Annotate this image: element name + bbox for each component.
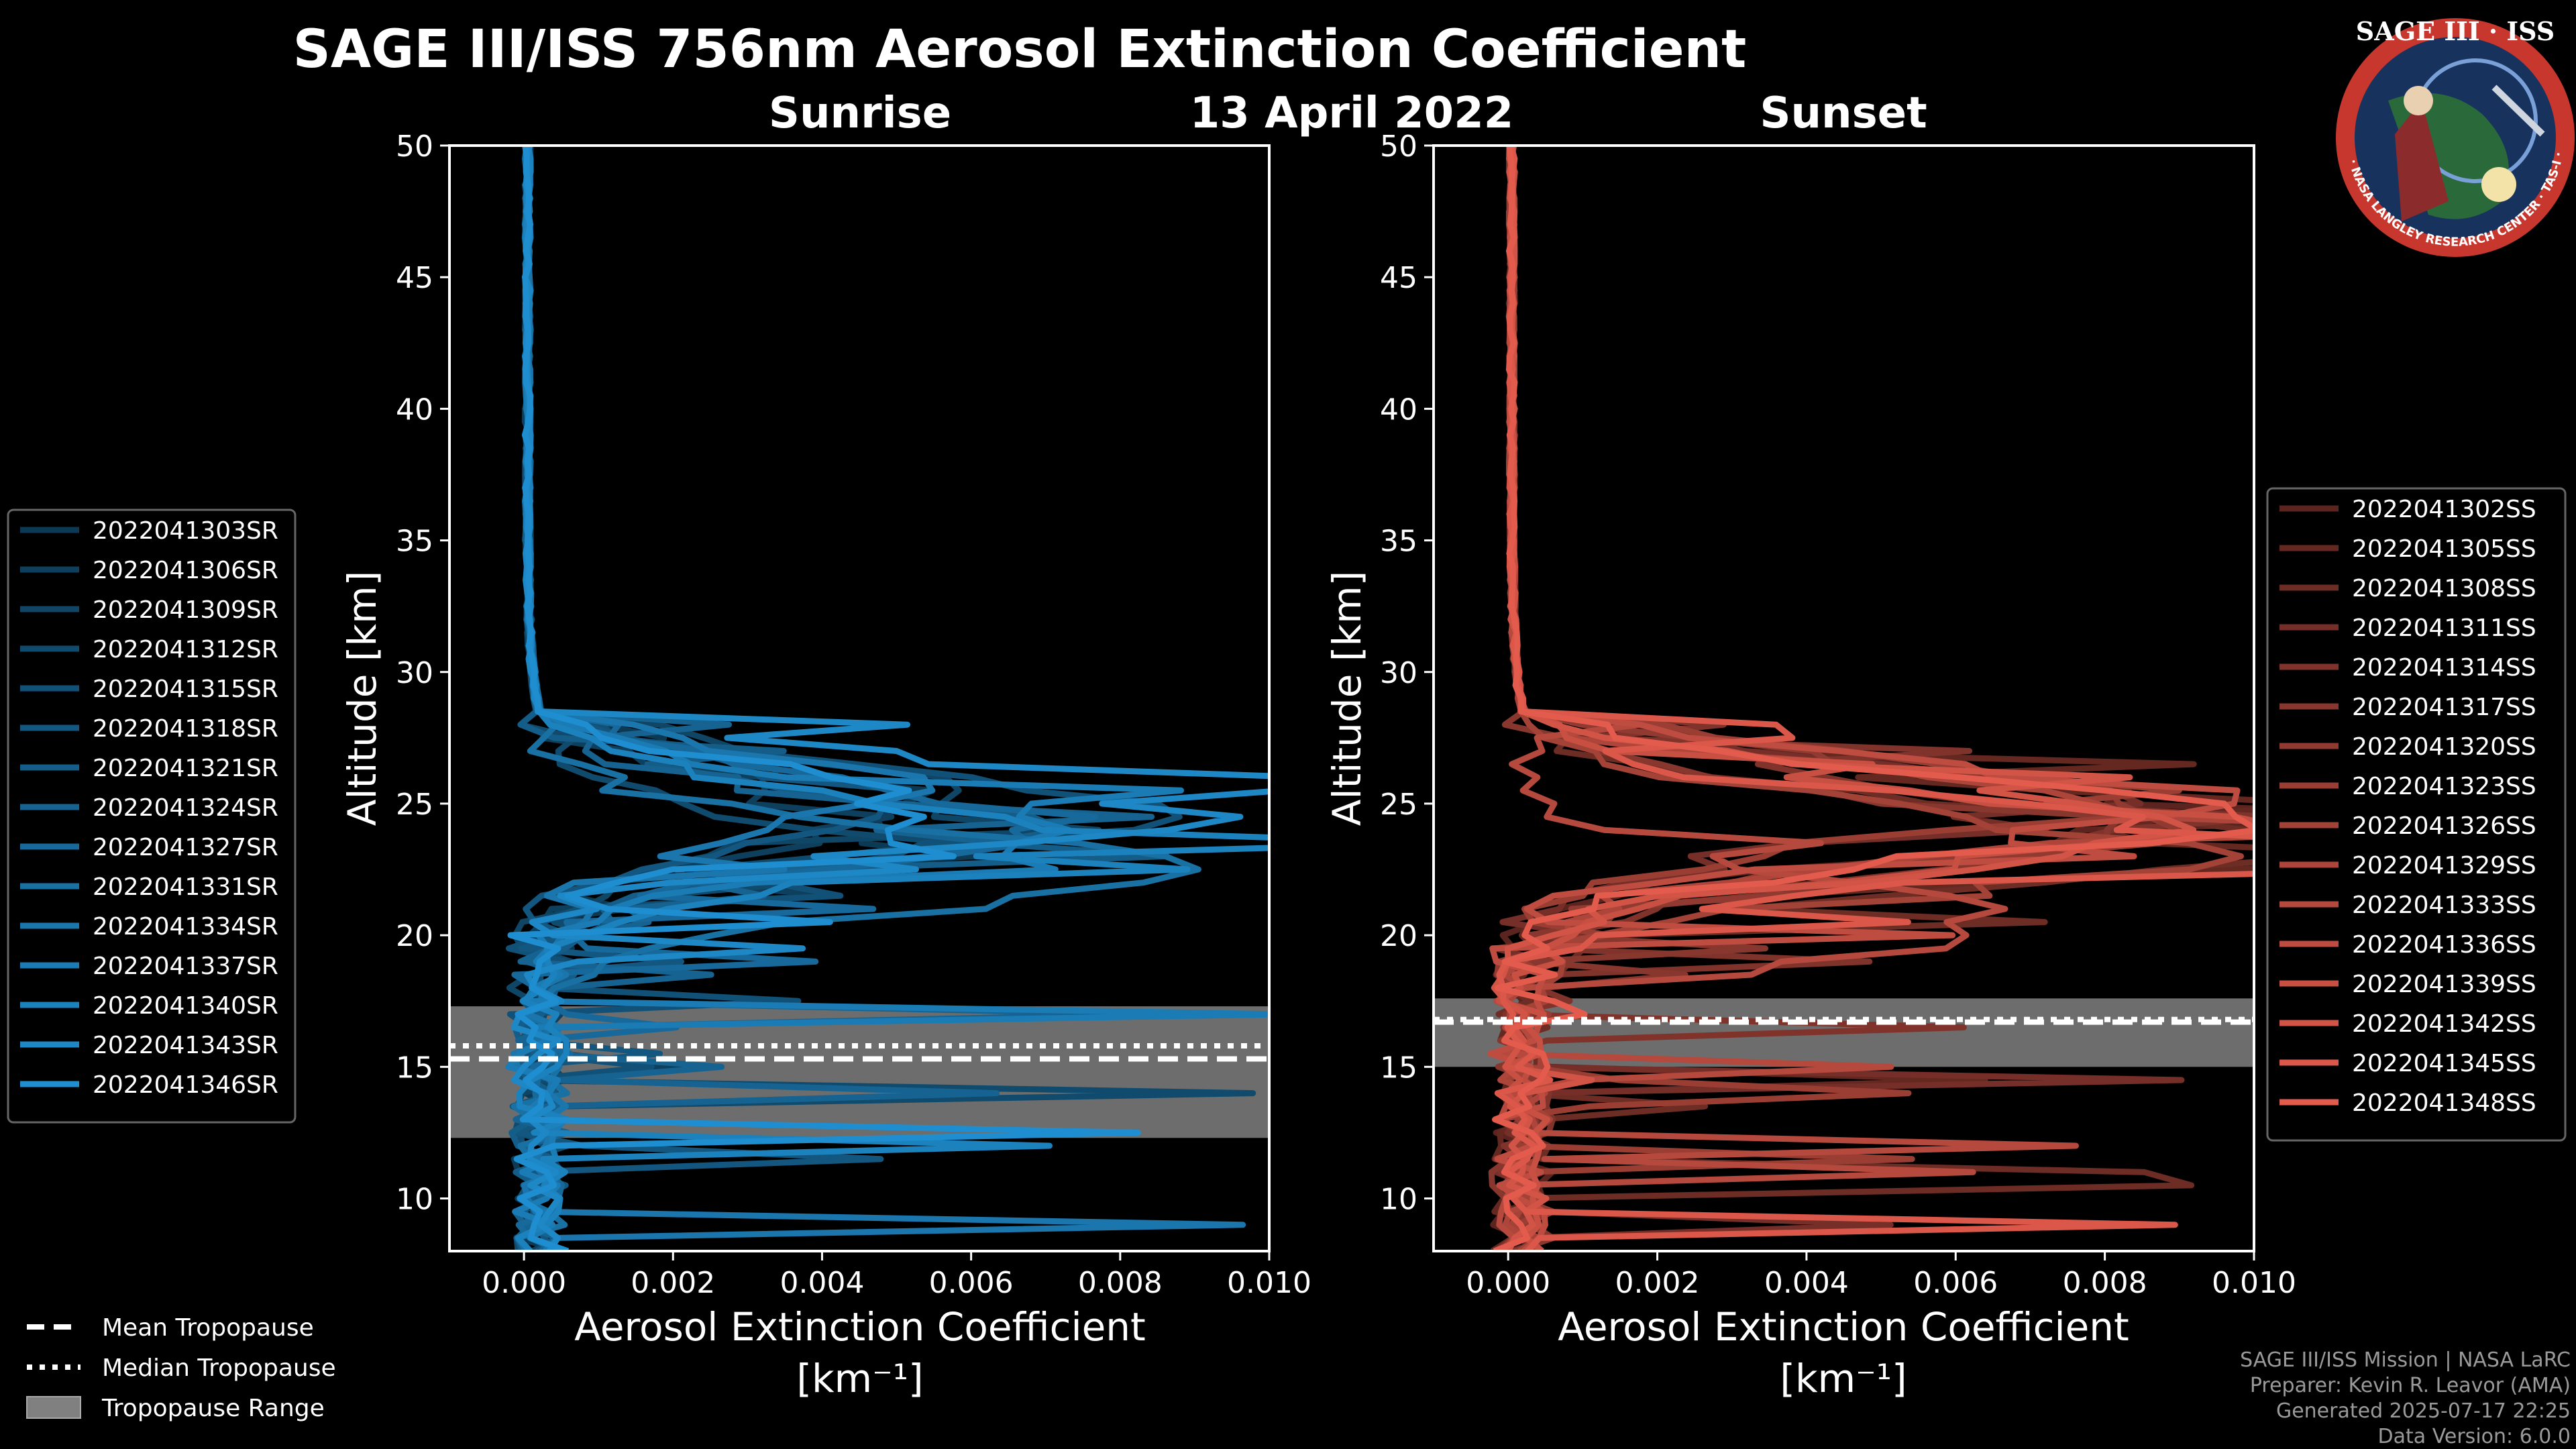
- sunset-axes-frame: [1432, 144, 2255, 1252]
- sunrise-legend-label-2022041343SR: 2022041343SR: [93, 1032, 278, 1059]
- sunrise-xtick-label: 0.000: [482, 1266, 566, 1300]
- sunrise-legend-label-2022041331SR: 2022041331SR: [93, 873, 278, 901]
- sunset-legend-label-2022041329SS: 2022041329SS: [2352, 852, 2536, 879]
- sunset-xtick-label: 0.004: [1764, 1266, 1849, 1300]
- sunrise-legend-label-2022041327SR: 2022041327SR: [93, 834, 278, 861]
- sunset-ytick-label: 45: [1380, 261, 1417, 295]
- sunset-xtick-label: 0.010: [2212, 1266, 2296, 1300]
- sunrise-axes-frame: [448, 144, 1271, 1252]
- sunset-ytick-label: 40: [1380, 392, 1417, 427]
- legend-median-label: Median Tropopause: [102, 1354, 336, 1382]
- sunset-ytick-label: 30: [1380, 656, 1417, 690]
- sunset-ytick-label: 10: [1380, 1183, 1417, 1217]
- sunset-ytick-label: 50: [1380, 129, 1417, 164]
- logo-text-top: SAGE III · ISS: [2356, 16, 2555, 46]
- sunset-legend-label-2022041308SS: 2022041308SS: [2352, 575, 2536, 602]
- panel-title-sunrise: Sunrise: [769, 89, 951, 138]
- sunset-legend-label-2022041326SS: 2022041326SS: [2352, 812, 2536, 840]
- sunrise-xtick-label: 0.002: [631, 1266, 715, 1300]
- sunset-xtick-label: 0.000: [1466, 1266, 1550, 1300]
- sunrise-legend-label-2022041312SR: 2022041312SR: [93, 636, 278, 663]
- sunset-profile-2022041348SS: [1492, 146, 2254, 1251]
- legend-mean-label: Mean Tropopause: [102, 1314, 314, 1342]
- sunset-legend-label-2022041336SS: 2022041336SS: [2352, 931, 2536, 959]
- sunset-plot-area: [1434, 146, 2254, 1251]
- sunrise-legend-label-2022041334SR: 2022041334SR: [93, 913, 278, 941]
- credit-line-4: Data Version: 6.0.0: [2378, 1425, 2571, 1448]
- sunset-legend-box: [2266, 487, 2567, 1142]
- figure-date: 13 April 2022: [1190, 89, 1514, 138]
- sunrise-x-axis-label: Aerosol Extinction Coefficient: [574, 1304, 1146, 1350]
- sunrise-ytick-label: 30: [396, 656, 433, 690]
- sunset-ytick-label: 20: [1380, 919, 1417, 953]
- sunrise-legend-label-2022041337SR: 2022041337SR: [93, 953, 278, 980]
- sunrise-x-axis-unit: [km⁻¹]: [796, 1356, 923, 1401]
- sunrise-ytick-label: 40: [396, 392, 433, 427]
- panel-title-sunset: Sunset: [1760, 89, 1927, 138]
- sunrise-panel: 10 15 20 25 30 35 40 45 50 0.000 0.002 0.004 0.006 0.…: [396, 129, 1311, 1300]
- sunset-legend-label-2022041345SS: 2022041345SS: [2352, 1050, 2536, 1077]
- sunset-ytick-label: 35: [1380, 525, 1417, 559]
- sunrise-legend-label-2022041306SR: 2022041306SR: [93, 557, 278, 584]
- sunrise-ytick-label: 45: [396, 261, 433, 295]
- sunset-ytick-label: 25: [1380, 788, 1417, 822]
- sunrise-xtick-label: 0.006: [929, 1266, 1014, 1300]
- legend-range-swatch: [26, 1396, 81, 1419]
- sunset-xtick-label: 0.002: [1615, 1266, 1700, 1300]
- sunset-legend-label-2022041320SS: 2022041320SS: [2352, 733, 2536, 761]
- sunrise-ytick-label: 25: [396, 788, 433, 822]
- sunrise-legend-label-2022041321SR: 2022041321SR: [93, 755, 278, 782]
- sunrise-legend-label-2022041309SR: 2022041309SR: [93, 596, 278, 624]
- credit-line-1: SAGE III/ISS Mission | NASA LaRC: [2240, 1348, 2571, 1372]
- sunset-legend-label-2022041305SS: 2022041305SS: [2352, 535, 2536, 563]
- sunset-legend-label-2022041348SS: 2022041348SS: [2352, 1089, 2536, 1117]
- sunrise-ytick-label: 50: [396, 129, 433, 164]
- sunset-legend-label-2022041342SS: 2022041342SS: [2352, 1010, 2536, 1038]
- sunrise-legend-label-2022041346SR: 2022041346SR: [93, 1071, 278, 1099]
- sunrise-plot-area: [449, 146, 1269, 1251]
- sunrise-y-axis-label: Altitude [km]: [339, 571, 385, 826]
- credit-line-2: Preparer: Kevin R. Leavor (AMA): [2250, 1374, 2571, 1397]
- sunset-profile-2022041311SS: [1492, 146, 2185, 1251]
- sunset-legend-label-2022041317SS: 2022041317SS: [2352, 694, 2536, 721]
- tropopause-legend: Mean Tropopause Median Tropopause Tropop…: [26, 1314, 336, 1422]
- sunrise-legend-label-2022041303SR: 2022041303SR: [93, 517, 278, 545]
- sunrise-legend-label-2022041340SR: 2022041340SR: [93, 992, 278, 1020]
- sunset-x-axis-unit: [km⁻¹]: [1780, 1356, 1907, 1401]
- sunset-legend-label-2022041323SS: 2022041323SS: [2352, 773, 2536, 800]
- sunrise-legend-label-2022041318SR: 2022041318SR: [93, 715, 278, 743]
- sunrise-ytick-label: 20: [396, 919, 433, 953]
- credits: SAGE III/ISS Mission | NASA LaRC Prepare…: [2240, 1348, 2571, 1448]
- sunrise-ytick-label: 15: [396, 1051, 433, 1085]
- sunrise-profile-2022041346SR: [507, 146, 1141, 1251]
- sunset-xtick-label: 0.008: [2063, 1266, 2147, 1300]
- sunrise-xtick-label: 0.010: [1227, 1266, 1311, 1300]
- sunset-legend: 2022041302SS 2022041305SS 2022041308SS 2022…: [2266, 487, 2567, 1142]
- sunset-panel: 10 15 20 25 30 35 40 45 50 0.000 0.002 0.004 0.006 0.…: [1380, 129, 2296, 1300]
- sunrise-xtick-label: 0.008: [1078, 1266, 1163, 1300]
- sunrise-legend: 2022041303SR 2022041306SR 2022041309SR 2022…: [7, 508, 297, 1124]
- sunset-legend-label-2022041339SS: 2022041339SS: [2352, 971, 2536, 998]
- sunset-x-axis-label: Aerosol Extinction Coefficient: [1558, 1304, 2129, 1350]
- sunrise-ytick-label: 35: [396, 525, 433, 559]
- figure-title: SAGE III/ISS 756nm Aerosol Extinction Co…: [293, 19, 1747, 80]
- sunset-legend-label-2022041311SS: 2022041311SS: [2352, 614, 2536, 642]
- sunrise-xtick-label: 0.004: [780, 1266, 864, 1300]
- sunrise-legend-label-2022041324SR: 2022041324SR: [93, 794, 278, 822]
- sunset-y-axis-label: Altitude [km]: [1324, 571, 1370, 826]
- sunset-legend-label-2022041314SS: 2022041314SS: [2352, 654, 2536, 682]
- sunrise-legend-box: [7, 508, 297, 1124]
- sunset-xtick-label: 0.006: [1913, 1266, 1998, 1300]
- sunrise-legend-label-2022041315SR: 2022041315SR: [93, 676, 278, 703]
- sunset-legend-label-2022041302SS: 2022041302SS: [2352, 496, 2536, 523]
- sunset-ytick-label: 15: [1380, 1051, 1417, 1085]
- sunrise-ytick-label: 10: [396, 1183, 433, 1217]
- sunset-legend-label-2022041333SS: 2022041333SS: [2352, 892, 2536, 919]
- legend-range-label: Tropopause Range: [101, 1395, 325, 1422]
- credit-line-3: Generated 2025-07-17 22:25: [2276, 1399, 2571, 1423]
